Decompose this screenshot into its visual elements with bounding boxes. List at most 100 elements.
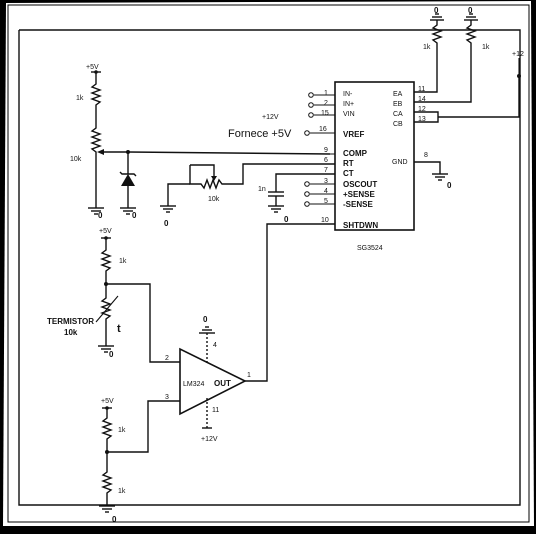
resistor-ea	[431, 20, 443, 53]
resistor-eb	[465, 20, 477, 53]
pot-10k-label: 10k	[70, 156, 82, 163]
terminal-vin	[308, 112, 314, 118]
pin-num-3: 3	[324, 178, 328, 185]
pin-label-vref: VREF	[343, 130, 364, 139]
wire-ct	[275, 173, 335, 192]
wire-eb	[414, 53, 472, 103]
r-therm-1k-label: 1k	[119, 258, 127, 265]
terminal-plus-sense	[304, 191, 310, 197]
wire-collectors-12v	[438, 76, 520, 118]
thermistor-divider: +5V 1k TERMISTOR 10k t 0	[47, 228, 181, 363]
ground-rt-label: 0	[164, 219, 169, 228]
ic-body	[334, 81, 415, 231]
pin-label-ct: CT	[343, 169, 354, 178]
comp-network: +5V 1k 10k 0 0	[70, 64, 335, 220]
pin-num-13: 13	[418, 116, 426, 123]
pin-num-8: 8	[424, 152, 428, 159]
r-eb-label: 1k	[482, 44, 490, 51]
supply-5v-top-label: +5V	[86, 64, 99, 71]
paper-sheet	[3, 1, 534, 526]
opamp-pin-11-num: 11	[212, 407, 219, 414]
opamp-12v-label: +12V	[201, 436, 218, 443]
ground-therm-label: 0	[109, 350, 114, 359]
vref-note: Fornece +5V	[228, 128, 292, 140]
thermistor-symbol: t	[117, 323, 121, 335]
resistor-therm-1k	[100, 238, 112, 284]
opamp-pin-2: 2	[165, 355, 169, 362]
r-top-1k-label: 1k	[76, 95, 84, 102]
pin-label-oscout: OSCOUT	[343, 180, 377, 189]
pot-10k	[90, 116, 102, 208]
plus12-label: +12	[512, 51, 524, 58]
zener-bar	[119, 171, 137, 177]
pin-num-12: 12	[418, 106, 426, 113]
resistor-ref-top	[101, 408, 113, 452]
r-ref-top-label: 1k	[118, 427, 126, 434]
output-wiring: +12 1k 0 1k 0 0	[414, 6, 524, 190]
supply-5v-mid-label: +5V	[99, 228, 112, 235]
pin-num-14: 14	[418, 96, 426, 103]
pot-rt-label: 10k	[208, 196, 220, 203]
opamp-part-label: LM324	[183, 381, 205, 388]
cap-label: 1n	[258, 186, 266, 193]
terminal-minus-sense	[304, 201, 310, 207]
ground-ref-label: 0	[112, 515, 117, 524]
pin-num-2: 2	[324, 100, 328, 107]
pot-wiper-arrow	[97, 149, 104, 155]
ground-cap-label: 0	[284, 215, 289, 224]
ground-opamp-label: 0	[203, 315, 208, 324]
thermistor-value: 10k	[64, 328, 78, 337]
terminal-vref	[304, 130, 310, 136]
pin-label-in-plus: IN+	[343, 101, 354, 108]
pin-num-4: 4	[324, 188, 328, 195]
terminal-in-minus	[308, 92, 314, 98]
terminal-in-plus	[308, 102, 314, 108]
wire-rt-ground	[167, 183, 190, 206]
pin-label-in-minus: IN-	[343, 91, 353, 98]
pin-label-minus-sense: -SENSE	[343, 200, 373, 209]
pin-num-15: 15	[321, 110, 329, 117]
pin-num-10: 10	[321, 217, 329, 224]
resistor-ref-bottom	[101, 452, 113, 506]
wire-inv-input	[106, 283, 181, 363]
pin-num-6: 6	[324, 157, 328, 164]
pot-rt-10k	[192, 178, 230, 190]
r-ref-bottom-label: 1k	[118, 488, 126, 495]
ic-part-label: SG3524	[357, 245, 383, 252]
pin-num-5: 5	[324, 198, 328, 205]
pin-num-9: 9	[324, 147, 328, 154]
pin-label-shtdwn: SHTDWN	[343, 221, 378, 230]
thermistor	[100, 284, 112, 346]
opamp-pin-1: 1	[247, 372, 251, 379]
pin-num-1: 1	[324, 90, 328, 97]
pin-label-gnd: GND	[392, 159, 408, 166]
ground-ea-label: 0	[434, 6, 439, 15]
pin-label-ca: CA	[393, 111, 403, 118]
sg3524-ic: SG3524 IN- IN+ VIN VREF COMP RT CT OSCOU…	[228, 81, 428, 252]
thermistor-slash	[95, 295, 119, 323]
opamp-pin-4-num: 4	[213, 342, 217, 349]
pin-num-7: 7	[324, 167, 328, 174]
outer-frame	[7, 4, 530, 523]
pin-num-11: 11	[418, 86, 425, 93]
pot-rt-wiper	[190, 164, 215, 178]
pin-label-cb: CB	[393, 121, 403, 128]
wire-shutdown	[245, 223, 335, 382]
timing-network: 10k 0 1n 0	[160, 163, 335, 228]
terminal-oscout	[304, 181, 310, 187]
pot-rt-wiper-arrow	[211, 176, 217, 181]
opamp-out-label: OUT	[214, 379, 231, 388]
lm324-opamp: LM324 OUT 2 3 1 0 4 +12V 11	[165, 315, 251, 443]
wire-ea	[414, 53, 438, 93]
opamp-body	[179, 347, 247, 416]
pin-label-plus-sense: +SENSE	[343, 190, 375, 199]
resistor-top-1k	[90, 72, 102, 116]
r-ea-label: 1k	[423, 44, 431, 51]
pin-label-vin: VIN	[343, 111, 355, 118]
wire-gnd	[414, 161, 441, 174]
supply-5v-low-label: +5V	[101, 398, 114, 405]
inner-frame	[18, 29, 521, 506]
ground-ic-label: 0	[447, 181, 452, 190]
